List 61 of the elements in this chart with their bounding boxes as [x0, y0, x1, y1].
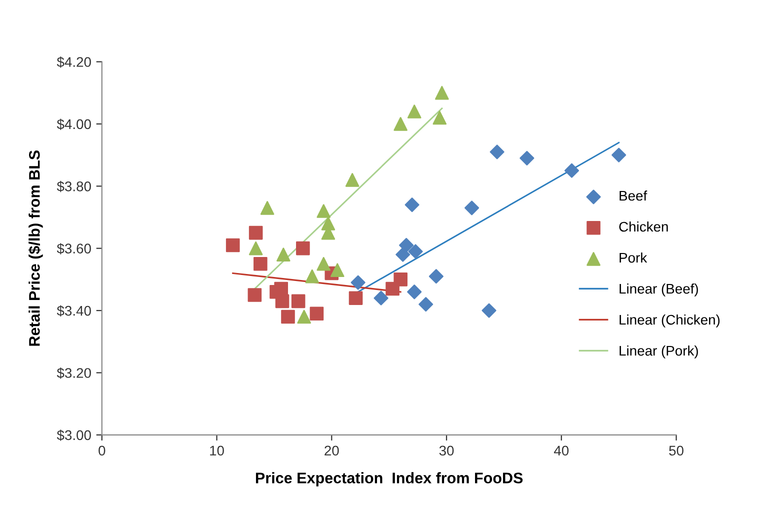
- point: [248, 288, 262, 302]
- point: [297, 310, 311, 324]
- y-tick-label: $3.40: [56, 305, 91, 317]
- x-tick-label: 20: [324, 446, 339, 456]
- point: [432, 110, 447, 125]
- point: [330, 263, 344, 278]
- point: [348, 291, 363, 305]
- point: [316, 256, 331, 271]
- y-tick-label: $3.60: [56, 243, 91, 254]
- point: [464, 200, 480, 216]
- point: [374, 290, 388, 306]
- point: [408, 244, 423, 259]
- point: [394, 117, 408, 131]
- point: [316, 204, 331, 218]
- point: [310, 306, 324, 321]
- point: [520, 150, 534, 166]
- point: [291, 294, 306, 308]
- legend-label: Linear (Chicken): [620, 314, 720, 328]
- point: [396, 247, 410, 262]
- point: [350, 275, 366, 290]
- y-tick-label: $3.20: [56, 367, 91, 379]
- point: [394, 272, 408, 286]
- point: [260, 201, 274, 215]
- x-tick-label: 30: [439, 446, 454, 456]
- point: [564, 163, 580, 178]
- point: [345, 173, 360, 187]
- point: [248, 241, 263, 256]
- point: [482, 303, 496, 318]
- point: [276, 248, 290, 262]
- point: [435, 86, 449, 100]
- y-tick-label: $4.20: [56, 56, 91, 68]
- legend-label: Linear (Pork): [620, 345, 698, 358]
- y-tick-label: $3.80: [56, 180, 91, 192]
- x-axis-title: Price Expectation Index from FooDS: [256, 472, 523, 486]
- x-tick-label: 0: [98, 446, 106, 456]
- point: [254, 256, 268, 271]
- x-tick-label: 50: [669, 446, 684, 456]
- x-tick-label: 40: [554, 446, 569, 456]
- legend-label: Pork: [620, 252, 648, 263]
- y-tick-label: $3.00: [56, 430, 91, 441]
- point: [418, 297, 434, 312]
- legend-label: Chicken: [619, 221, 668, 232]
- point: [248, 226, 263, 240]
- point: [226, 238, 240, 252]
- y-axis-title: Retail Price ($/lb) from BLS: [28, 150, 43, 346]
- point: [305, 269, 320, 284]
- point: [399, 238, 414, 253]
- point: [407, 284, 422, 300]
- point: [275, 294, 290, 308]
- point: [296, 241, 310, 256]
- point: [612, 148, 626, 162]
- point: [281, 310, 295, 324]
- x-tick-label: 10: [210, 446, 224, 456]
- legend-label: Beef: [620, 190, 648, 201]
- y-tick-label: $4.00: [56, 118, 91, 130]
- point: [407, 104, 422, 118]
- point: [490, 144, 504, 160]
- point: [274, 282, 288, 296]
- legend-label: Linear (Beef): [620, 283, 698, 296]
- point: [428, 269, 444, 284]
- point: [404, 198, 420, 212]
